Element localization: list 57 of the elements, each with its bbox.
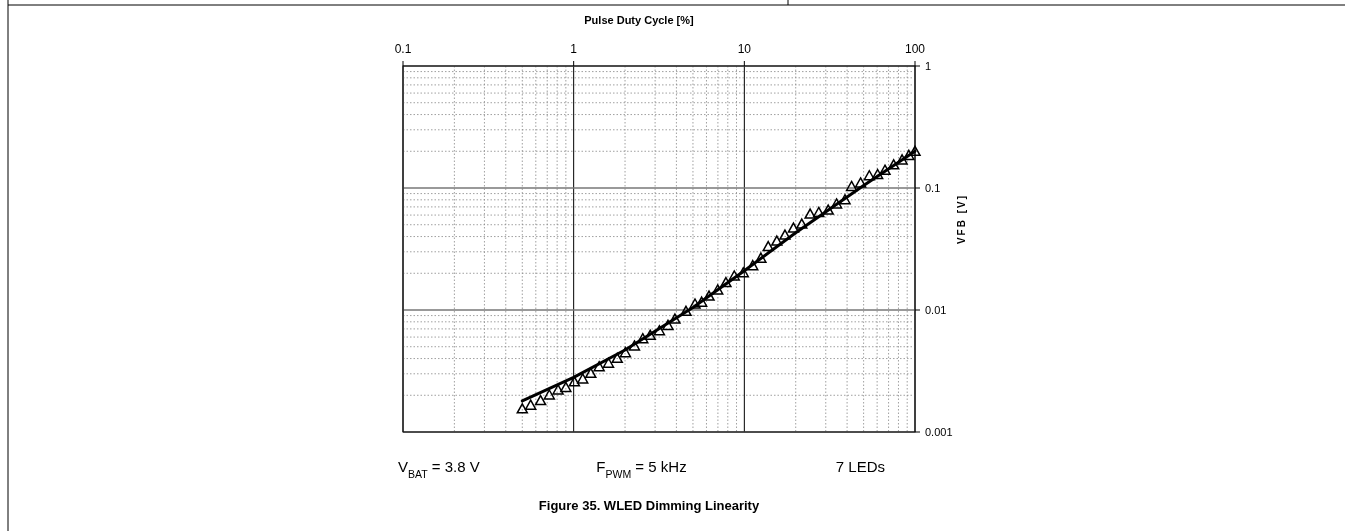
point: [728, 270, 741, 281]
text: Figure 35. WLED Dimming Linearity: [538, 498, 760, 513]
text: V$_{BAT}$ = 3.8 V: [398, 458, 480, 480]
point: [871, 168, 884, 180]
point: [662, 319, 674, 331]
point: [602, 357, 615, 369]
y-axis-title: VFB [V]: [956, 193, 967, 245]
point: [779, 229, 791, 240]
point: [830, 198, 843, 209]
point: [644, 329, 656, 341]
x-tick-label: 0.1: [394, 42, 412, 56]
point: [703, 290, 715, 301]
point: [854, 177, 867, 188]
x-tick-label: 10: [737, 42, 752, 56]
point: [879, 164, 891, 175]
point: [585, 367, 597, 379]
x-tick-label: 1: [570, 42, 578, 56]
point: [568, 376, 581, 387]
point: [746, 259, 759, 271]
point: [887, 159, 900, 170]
y-tick-label: 0.1: [925, 182, 941, 194]
x-axis-title: Pulse Duty Cycle [%]: [584, 14, 695, 26]
point: [787, 222, 800, 233]
point: [669, 313, 681, 324]
point: [552, 384, 564, 395]
point: [771, 235, 783, 246]
point: [628, 340, 641, 351]
point: [637, 332, 649, 344]
point: [896, 154, 908, 165]
point: [611, 352, 623, 364]
point: [516, 403, 529, 414]
y-tick-label: 0.001: [925, 426, 953, 438]
point: [593, 360, 605, 372]
point: [796, 218, 808, 229]
point: [839, 194, 851, 205]
point: [813, 206, 825, 218]
text: F$_{PWM}$ = 5 kHz: [596, 458, 687, 480]
point: [576, 373, 589, 384]
point: [822, 204, 834, 215]
point: [737, 267, 750, 278]
point: [720, 276, 732, 288]
point: [680, 305, 692, 317]
x-tick-label: 100: [904, 42, 926, 56]
y-tick-label: 1: [925, 60, 932, 72]
point: [755, 252, 767, 263]
point: [543, 389, 556, 400]
point: [762, 240, 774, 252]
point: [619, 346, 632, 358]
point: [804, 208, 816, 219]
point: [695, 296, 708, 307]
point: [534, 394, 547, 406]
y-tick-label: 0.01: [925, 304, 947, 316]
point: [863, 170, 876, 181]
point: [653, 325, 666, 336]
point: [845, 180, 858, 192]
point: [560, 381, 572, 393]
text: 7 LEDs: [835, 458, 885, 475]
